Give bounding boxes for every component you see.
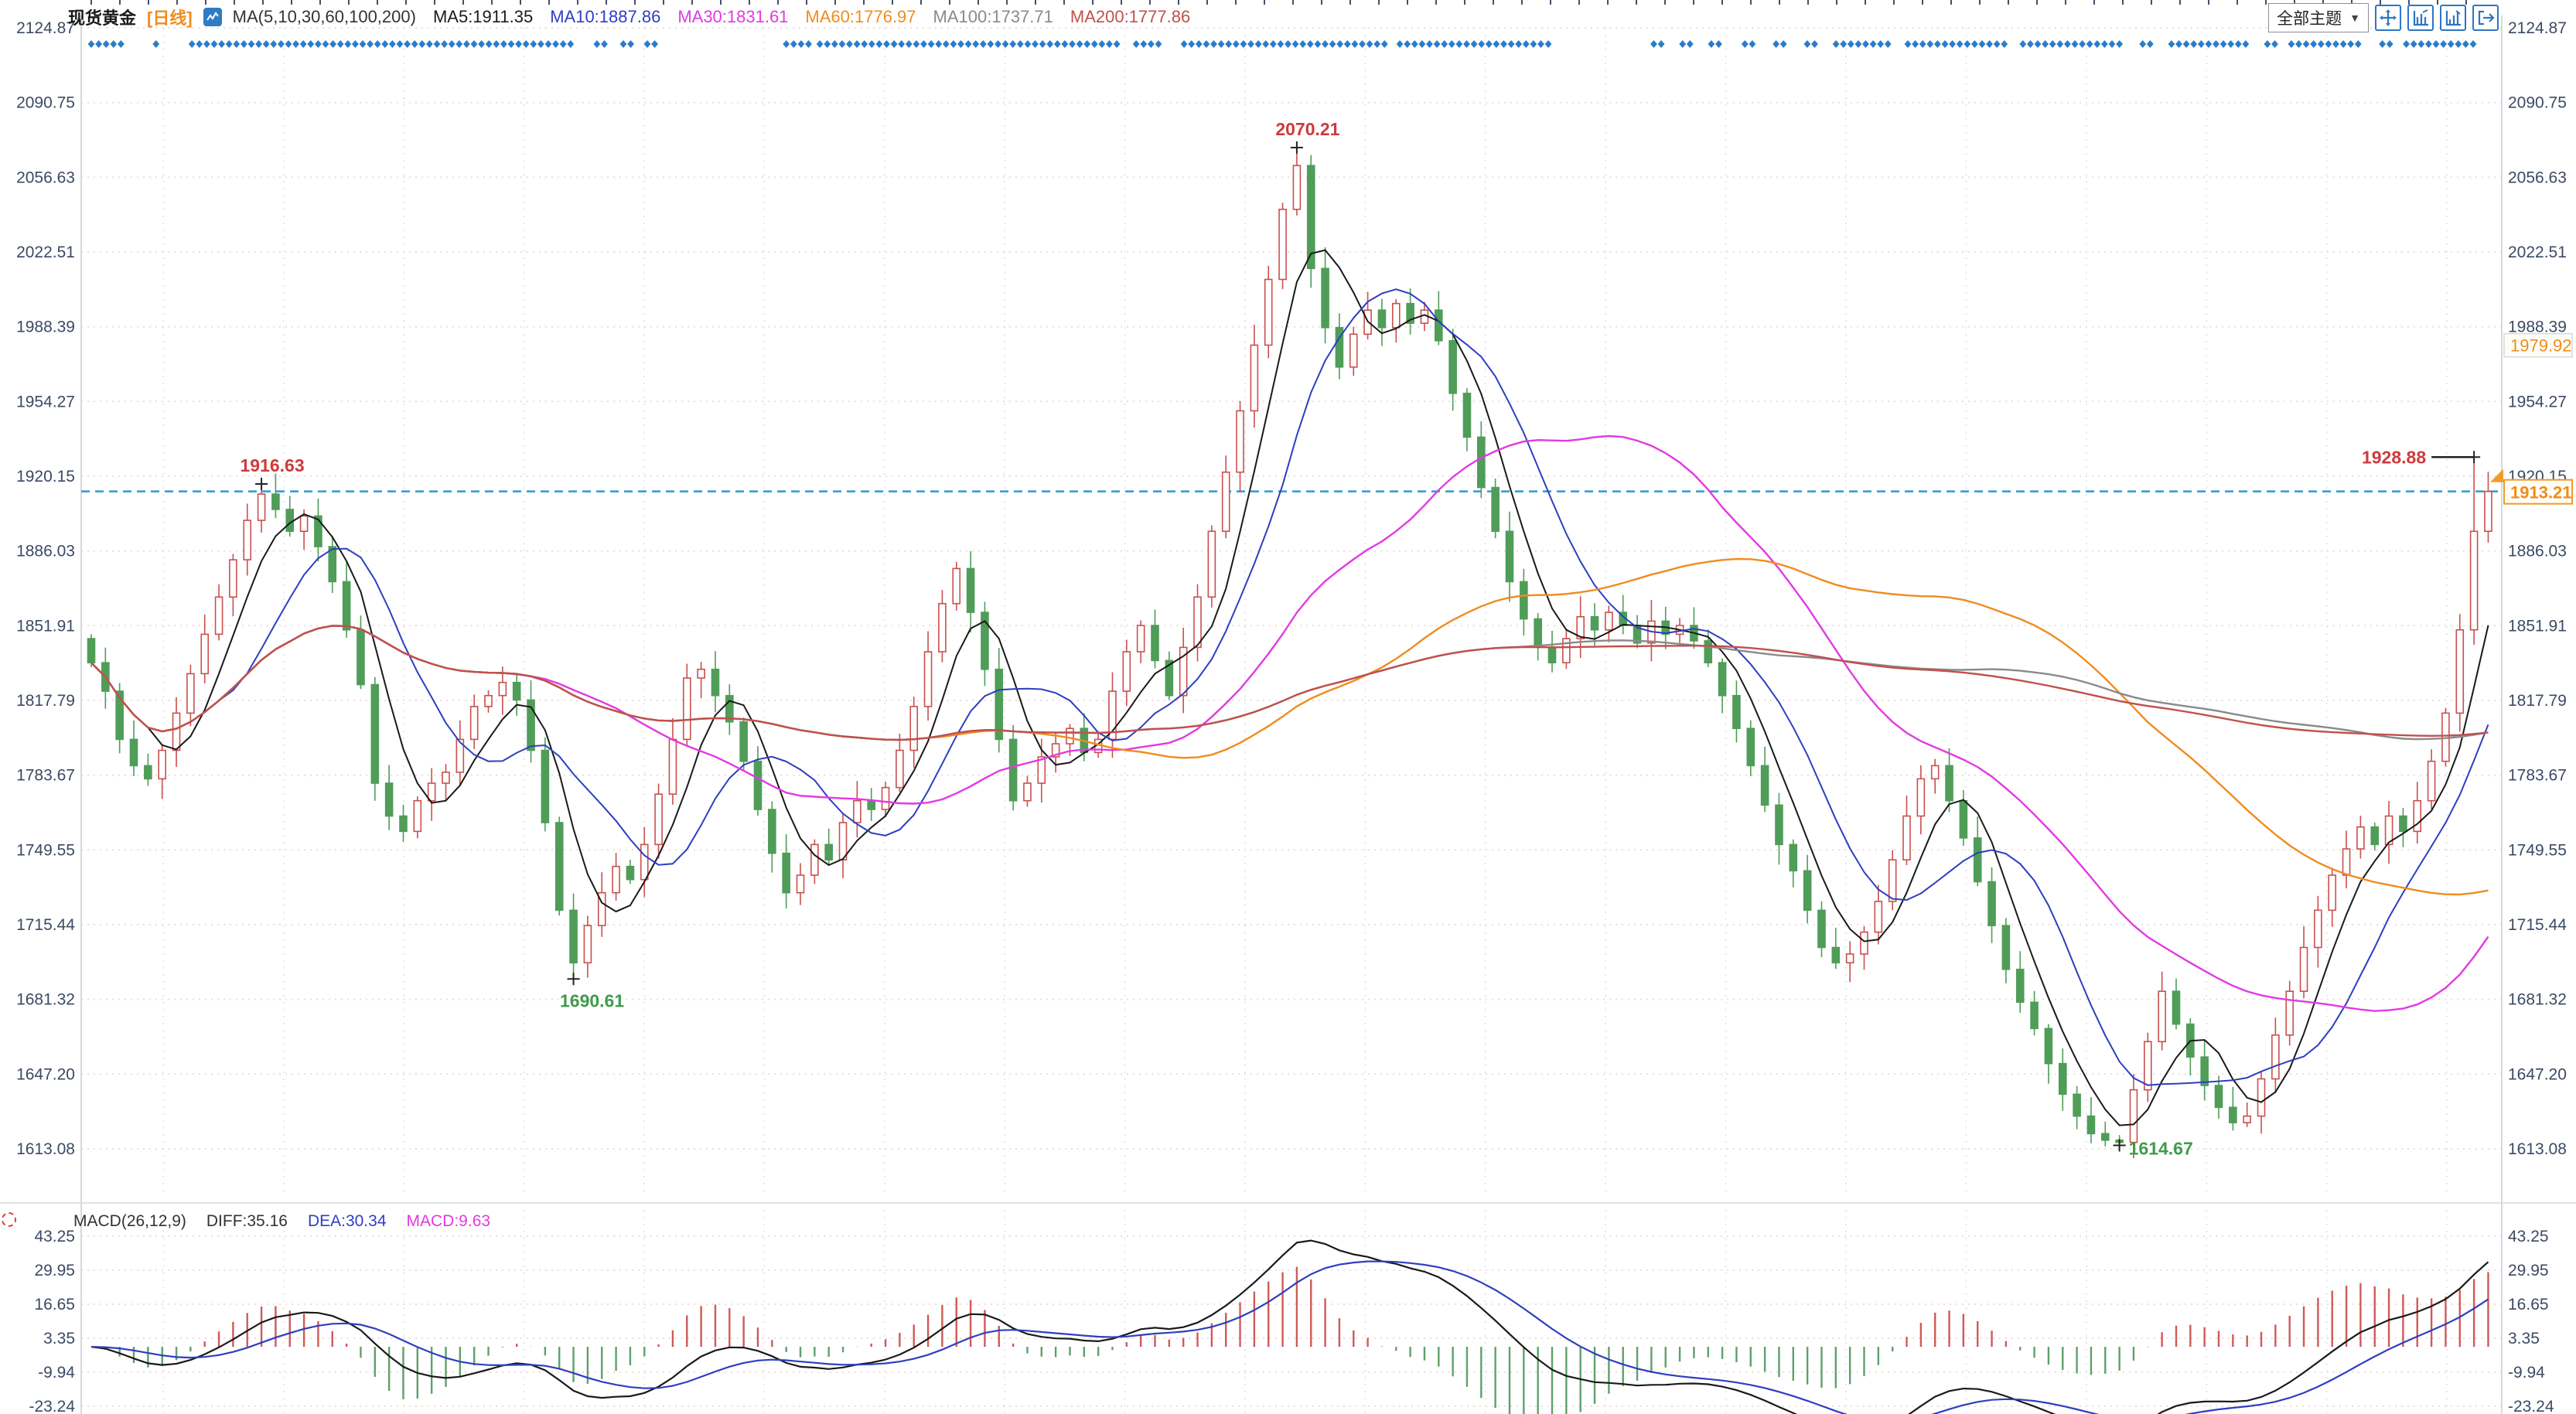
current-price-value: 1913.21 — [2510, 483, 2572, 503]
axis-label: 2056.63 — [2508, 169, 2567, 186]
collapse-panel-icon[interactable] — [2472, 5, 2499, 31]
axis-label: 1783.67 — [2508, 767, 2567, 785]
axis-label: 16.65 — [34, 1296, 75, 1313]
reference-price-badge — [2503, 332, 2573, 358]
axis-label: 2090.75 — [16, 94, 75, 112]
ma-legend-item: MA5:1911.35 — [432, 7, 534, 26]
axis-label: -9.94 — [38, 1364, 75, 1382]
axis-label: 2124.87 — [2508, 19, 2567, 37]
indicator-icon[interactable] — [203, 8, 222, 26]
period-label: [日线] — [147, 9, 193, 28]
axis-label: 1681.32 — [2508, 991, 2567, 1009]
axis-label: 2090.75 — [2508, 94, 2567, 112]
ma-legend-item: MA10:1887.86 — [550, 7, 661, 26]
axis-label: 2056.63 — [16, 169, 75, 186]
chart-header: 现货黄金 [日线] MA(5,10,30,60,100,200) MA5:1911… — [68, 5, 1190, 29]
theme-dropdown-label: 全部主题 — [2277, 10, 2342, 28]
price-annotation: 2070.21 — [1275, 119, 1339, 139]
price-axis-labels[interactable]: 2124.87 2124.87 2090.75 2090.75 2056.63 2056.… — [16, 19, 2567, 1414]
axis-label: 43.25 — [34, 1228, 75, 1245]
axis-label: 29.95 — [2508, 1262, 2549, 1279]
axis-label: 1647.20 — [2508, 1065, 2567, 1083]
ma-legend-item: MA30:1831.61 — [677, 7, 789, 26]
pane-marker-icon[interactable] — [2, 1212, 16, 1227]
axis-label: 1613.08 — [16, 1140, 75, 1158]
top-axis-ticks — [90, 0, 2467, 5]
price-annotations: 1916.63 1690.61 2070.21 1614.67 1928.88 — [241, 119, 2481, 1158]
axis-label: 1954.27 — [2508, 393, 2567, 411]
price-annotation: 1916.63 — [241, 455, 305, 475]
macd-legend-item: DEA:30.34 — [307, 1212, 387, 1230]
axis-label: 2022.51 — [2508, 244, 2567, 261]
ma-legend-item: MA60:1776.97 — [805, 7, 916, 26]
theme-dropdown[interactable]: 全部主题 ▼ — [2268, 3, 2369, 32]
grid — [81, 27, 2502, 1414]
axis-label: 1681.32 — [16, 991, 75, 1009]
axis-label: 43.25 — [2508, 1228, 2549, 1245]
axis-label: 1954.27 — [16, 393, 75, 411]
macd-pane[interactable] — [90, 1239, 2489, 1414]
axis-label: 1783.67 — [16, 767, 75, 785]
axis-label: 16.65 — [2508, 1296, 2549, 1313]
ma-legend-item: MA200:1777.86 — [1070, 7, 1191, 26]
price-badges: 1979.92 1913.21 — [2490, 332, 2573, 505]
candlestick-series[interactable] — [87, 147, 2492, 1159]
axis-label: 1647.20 — [16, 1065, 75, 1083]
axis-label: 1988.39 — [16, 319, 75, 336]
ma-legend-item: MA(5,10,30,60,100,200) — [232, 7, 416, 26]
axis-label: 1817.79 — [16, 692, 75, 710]
macd-legend: MACD(26,12,9) DIFF:35.16 DEA:30.34 MACD:9.6… — [73, 1212, 490, 1231]
current-price-badge — [2503, 479, 2573, 505]
chevron-down-icon: ▼ — [2349, 12, 2360, 24]
reference-price-value: 1979.92 — [2510, 336, 2572, 356]
axis-label: 1920.15 — [16, 468, 75, 486]
axis-label: 3.35 — [2508, 1330, 2540, 1348]
axis-label: 1988.39 — [2508, 319, 2567, 336]
axis-label: 29.95 — [34, 1262, 75, 1279]
event-markers-row[interactable] — [87, 40, 2477, 48]
price-annotation: 1690.61 — [560, 990, 624, 1010]
axis-label: 1715.44 — [16, 916, 75, 934]
price-arrow-icon — [2490, 468, 2503, 482]
axis-label: 1749.55 — [2508, 841, 2567, 859]
ma-legend: MA(5,10,30,60,100,200) MA5:1911.35 MA10:18… — [233, 7, 1191, 27]
chart-controls: 全部主题 ▼ — [2268, 3, 2499, 32]
symbol-title: 现货黄金 — [68, 9, 137, 28]
axis-label: 1851.91 — [16, 617, 75, 635]
indicator-layout-icon[interactable] — [2440, 5, 2466, 31]
axis-label: 1886.03 — [2508, 543, 2567, 560]
axis-label: -23.24 — [2508, 1398, 2554, 1414]
ma-legend-item: MA100:1737.71 — [933, 7, 1053, 26]
axis-label: 2124.87 — [16, 19, 75, 37]
price-annotation: 1614.67 — [2129, 1138, 2193, 1158]
axis-label: 3.35 — [43, 1330, 75, 1348]
macd-legend-item: MACD:9.63 — [406, 1212, 491, 1230]
axis-label: 1886.03 — [16, 543, 75, 560]
crosshair-move-icon[interactable] — [2375, 5, 2401, 31]
axis-label: -23.24 — [29, 1398, 75, 1414]
add-indicator-pane-icon[interactable] — [2407, 5, 2434, 31]
axis-label: 1851.91 — [2508, 617, 2567, 635]
axis-label: 1817.79 — [2508, 692, 2567, 710]
axis-label: 1749.55 — [16, 841, 75, 859]
axis-label: 1715.44 — [2508, 916, 2567, 934]
macd-legend-item: DIFF:35.16 — [206, 1212, 288, 1230]
axis-label: 1613.08 — [2508, 1140, 2567, 1158]
macd-legend-item: MACD(26,12,9) — [73, 1212, 186, 1230]
axis-label: -9.94 — [2508, 1364, 2545, 1382]
axis-label: 2022.51 — [16, 244, 75, 261]
price-annotation: 1928.88 — [2362, 447, 2426, 467]
